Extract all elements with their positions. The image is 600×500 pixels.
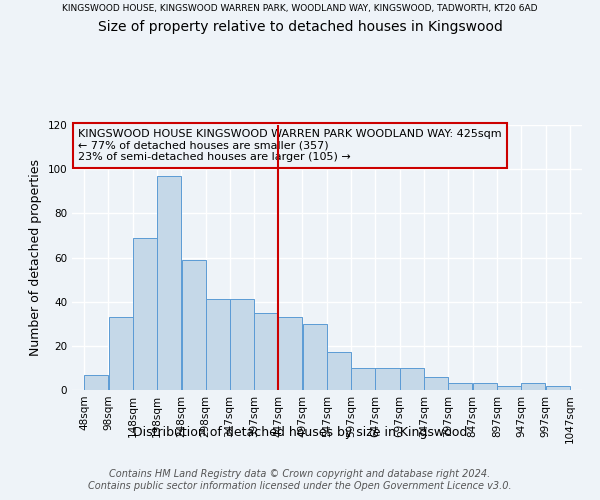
Bar [254,312,278,390]
Bar [521,384,545,390]
Y-axis label: Number of detached properties: Number of detached properties [29,159,42,356]
Bar [84,374,109,390]
Bar [424,377,448,390]
Bar [302,324,326,390]
Text: Distribution of detached houses by size in Kingswood: Distribution of detached houses by size … [133,426,467,439]
Bar [351,368,375,390]
Text: Size of property relative to detached houses in Kingswood: Size of property relative to detached ho… [98,20,502,34]
Bar [545,386,570,390]
Bar [327,352,351,390]
Bar [376,368,400,390]
Bar [182,260,206,390]
Text: KINGSWOOD HOUSE KINGSWOOD WARREN PARK WOODLAND WAY: 425sqm
← 77% of detached hou: KINGSWOOD HOUSE KINGSWOOD WARREN PARK WO… [78,129,502,162]
Bar [400,368,424,390]
Bar [497,386,521,390]
Text: Contains HM Land Registry data © Crown copyright and database right 2024.
Contai: Contains HM Land Registry data © Crown c… [88,469,512,491]
Bar [473,384,497,390]
Bar [109,317,133,390]
Text: KINGSWOOD HOUSE, KINGSWOOD WARREN PARK, WOODLAND WAY, KINGSWOOD, TADWORTH, KT20 : KINGSWOOD HOUSE, KINGSWOOD WARREN PARK, … [62,4,538,13]
Bar [133,238,157,390]
Bar [157,176,181,390]
Bar [206,300,230,390]
Bar [230,300,254,390]
Bar [448,384,472,390]
Bar [278,317,302,390]
